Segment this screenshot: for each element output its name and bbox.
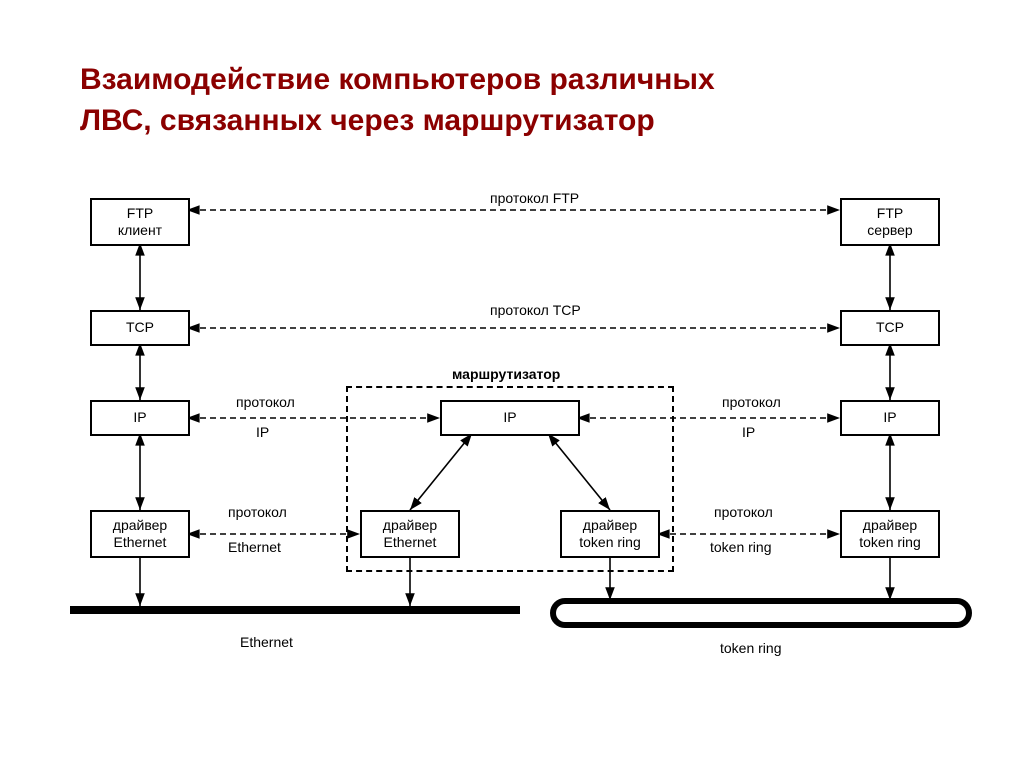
box-ftp-client: FTPклиент — [90, 198, 190, 246]
box-drv-tr-right: драйверtoken ring — [840, 510, 940, 558]
label-protocol-tr-2: token ring — [710, 539, 771, 555]
box-label: TCP — [126, 319, 154, 337]
router-label: маршрутизатор — [452, 366, 560, 382]
label-protocol-ip-left-1: протокол — [236, 394, 295, 410]
box-drv-eth-left: драйверEthernet — [90, 510, 190, 558]
tokenring-medium — [550, 598, 972, 628]
box-label: драйверEthernet — [383, 517, 437, 552]
label-protocol-ip-right-1: протокол — [722, 394, 781, 410]
box-ip-router: IP — [440, 400, 580, 436]
box-label: драйверtoken ring — [579, 517, 640, 552]
box-label: FTPклиент — [118, 205, 162, 240]
box-drv-tr-rtr: драйверtoken ring — [560, 510, 660, 558]
label-protocol-eth-2: Ethernet — [228, 539, 281, 555]
label-protocol-tcp: протокол TCP — [490, 302, 581, 318]
label-protocol-eth-1: протокол — [228, 504, 287, 520]
box-label: IP — [133, 409, 146, 427]
ethernet-medium — [70, 606, 520, 614]
label-protocol-ip-right-2: IP — [742, 424, 755, 440]
label-protocol-ip-left-2: IP — [256, 424, 269, 440]
box-label: FTPсервер — [867, 205, 912, 240]
label-protocol-ftp: протокол FTP — [490, 190, 579, 206]
box-label: TCP — [876, 319, 904, 337]
box-drv-eth-rtr: драйверEthernet — [360, 510, 460, 558]
box-ftp-server: FTPсервер — [840, 198, 940, 246]
box-label: IP — [883, 409, 896, 427]
box-ip-left: IP — [90, 400, 190, 436]
network-diagram: маршрутизатор FTPклиент FTPсервер TCP TC… — [50, 190, 974, 710]
title-line-2: ЛВС, связанных через маршрутизатор — [80, 104, 655, 137]
tokenring-label: token ring — [720, 640, 781, 656]
box-tcp-right: TCP — [840, 310, 940, 346]
box-ip-right: IP — [840, 400, 940, 436]
ethernet-label: Ethernet — [240, 634, 293, 650]
title-line-1: Взаимодействие компьютеров различных — [80, 63, 715, 96]
page-title: Взаимодействие компьютеров различных ЛВС… — [80, 60, 944, 141]
box-label: IP — [503, 409, 516, 427]
box-label: драйверtoken ring — [859, 517, 920, 552]
box-tcp-left: TCP — [90, 310, 190, 346]
box-label: драйверEthernet — [113, 517, 167, 552]
label-protocol-tr-1: протокол — [714, 504, 773, 520]
